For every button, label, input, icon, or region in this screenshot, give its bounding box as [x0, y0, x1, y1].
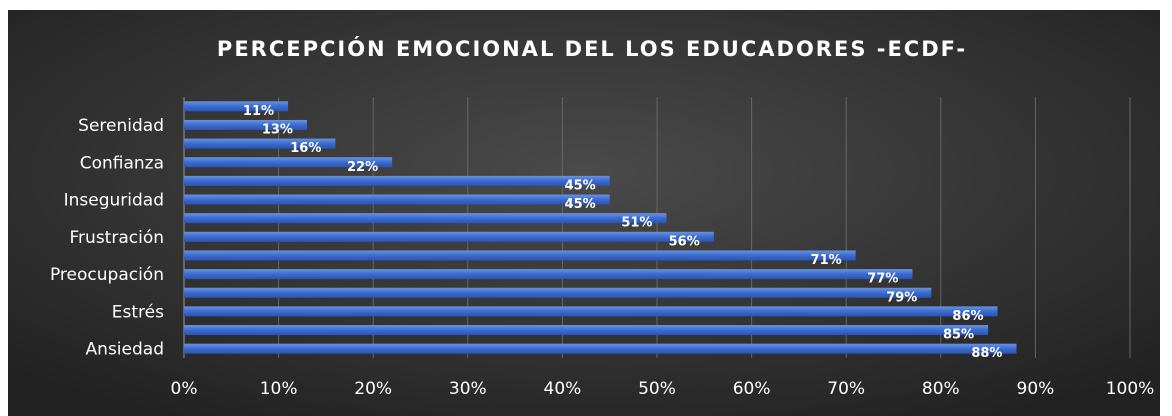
x-tick-label: 40%	[544, 379, 582, 399]
value-label: 79%	[886, 290, 917, 305]
y-tick-label: Frustración	[70, 228, 164, 248]
bar	[184, 157, 393, 168]
value-label: 88%	[971, 346, 1002, 361]
value-label: 51%	[621, 216, 652, 231]
value-label: 22%	[347, 160, 378, 175]
bar	[184, 325, 989, 336]
value-label: 13%	[262, 122, 293, 137]
y-tick-label: Inseguridad	[64, 191, 164, 211]
value-label: 71%	[811, 253, 842, 268]
bar	[184, 287, 932, 298]
value-label: 77%	[867, 272, 898, 287]
x-tick-label: 70%	[827, 379, 865, 399]
value-label: 11%	[243, 104, 274, 119]
x-tick-label: 50%	[638, 379, 676, 399]
bar	[184, 194, 610, 205]
y-tick-label: Serenidad	[78, 116, 164, 136]
x-tick-label: 100%	[1106, 379, 1155, 399]
bar	[184, 250, 856, 261]
x-tick-label: 0%	[171, 379, 198, 399]
y-tick-label: Confianza	[80, 153, 164, 173]
value-label: 86%	[952, 309, 983, 324]
value-label: 45%	[565, 178, 596, 193]
x-tick-label: 60%	[733, 379, 771, 399]
bar	[184, 213, 667, 224]
y-tick-label: Preocupación	[50, 265, 164, 285]
x-tick-label: 30%	[449, 379, 487, 399]
bar	[184, 343, 1017, 354]
value-label: 56%	[669, 234, 700, 249]
value-label: 16%	[290, 141, 321, 156]
x-tick-label: 10%	[260, 379, 298, 399]
bar	[184, 175, 610, 186]
bar	[184, 101, 289, 112]
bar	[184, 138, 336, 149]
x-tick-label: 20%	[354, 379, 392, 399]
value-label: 85%	[943, 328, 974, 343]
bar	[184, 269, 913, 280]
x-tick-label: 90%	[1017, 379, 1055, 399]
chart-title: PERCEPCIÓN EMOCIONAL DEL LOS EDUCADORES …	[217, 36, 967, 61]
bar	[184, 231, 714, 242]
y-tick-label: Ansiedad	[86, 340, 164, 360]
bar	[184, 306, 998, 317]
y-tick-label: Estrés	[112, 302, 164, 322]
x-tick-label: 80%	[922, 379, 960, 399]
value-label: 45%	[565, 197, 596, 212]
bar	[184, 119, 307, 130]
